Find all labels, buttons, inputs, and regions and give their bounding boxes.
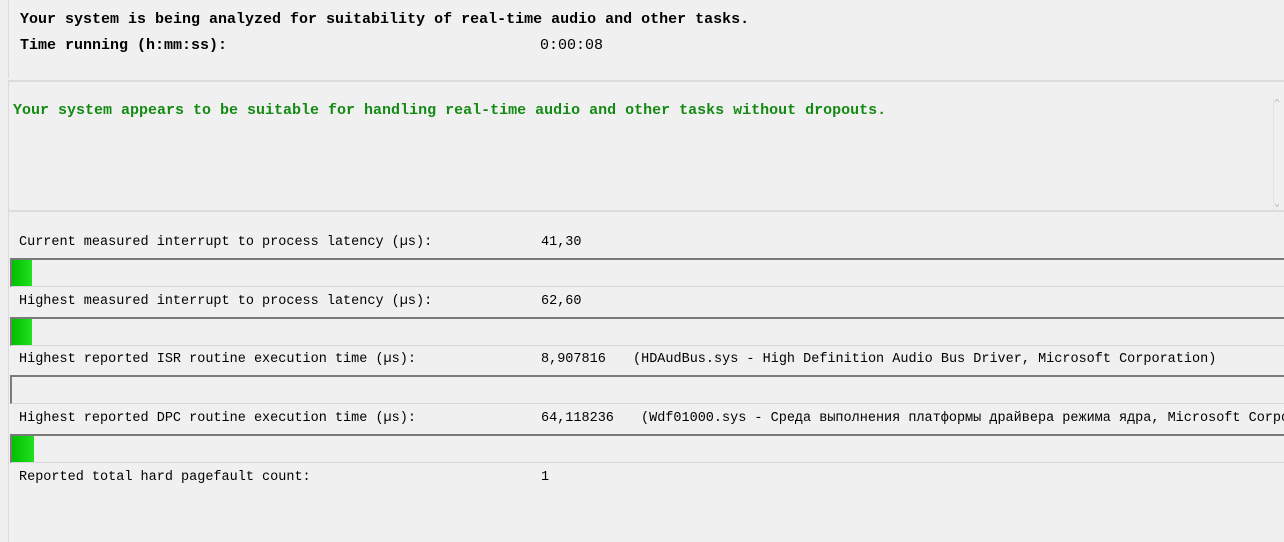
metric-detail: (Wdf01000.sys - Среда выполнения платфор… [641, 411, 1284, 426]
metric-progress-fill [12, 436, 34, 462]
metric-progress-fill [12, 319, 33, 345]
metric-value: 64,118236 [541, 411, 614, 426]
metric-value: 8,907816 [541, 352, 606, 367]
metric-progress-bar [10, 375, 1284, 404]
time-running-value: 0:00:08 [540, 37, 604, 54]
metric-value: 41,30 [541, 235, 582, 250]
metric-value: 1 [541, 470, 550, 485]
verdict-text: Your system appears to be suitable for h… [13, 102, 887, 119]
analyzing-text: Your system is being analyzed for suitab… [20, 11, 750, 28]
chevron-up-icon[interactable]: ⌃ [1274, 99, 1281, 110]
verdict-scrollbar[interactable]: ⌃ ⌄ [1273, 98, 1284, 210]
status-panel: Your system is being analyzed for suitab… [8, 0, 1284, 78]
metric-progress-bar [10, 317, 1284, 346]
metric-value: 62,60 [541, 294, 582, 309]
metric-label: Reported total hard pagefault count: [19, 470, 311, 485]
metric-detail: (HDAudBus.sys - High Definition Audio Bu… [633, 352, 1217, 367]
verdict-panel: Your system appears to be suitable for h… [8, 80, 1284, 210]
metric-label: Current measured interrupt to process la… [19, 235, 433, 250]
metric-progress-fill [12, 260, 33, 286]
metric-label: Highest reported ISR routine execution t… [19, 352, 416, 367]
time-running-label: Time running (h:mm:ss): [20, 37, 228, 54]
metric-progress-bar [10, 434, 1284, 463]
metric-label: Highest measured interrupt to process la… [19, 294, 433, 309]
metric-progress-bar [10, 258, 1284, 287]
metric-label: Highest reported DPC routine execution t… [19, 411, 416, 426]
chevron-down-icon[interactable]: ⌄ [1274, 199, 1281, 210]
